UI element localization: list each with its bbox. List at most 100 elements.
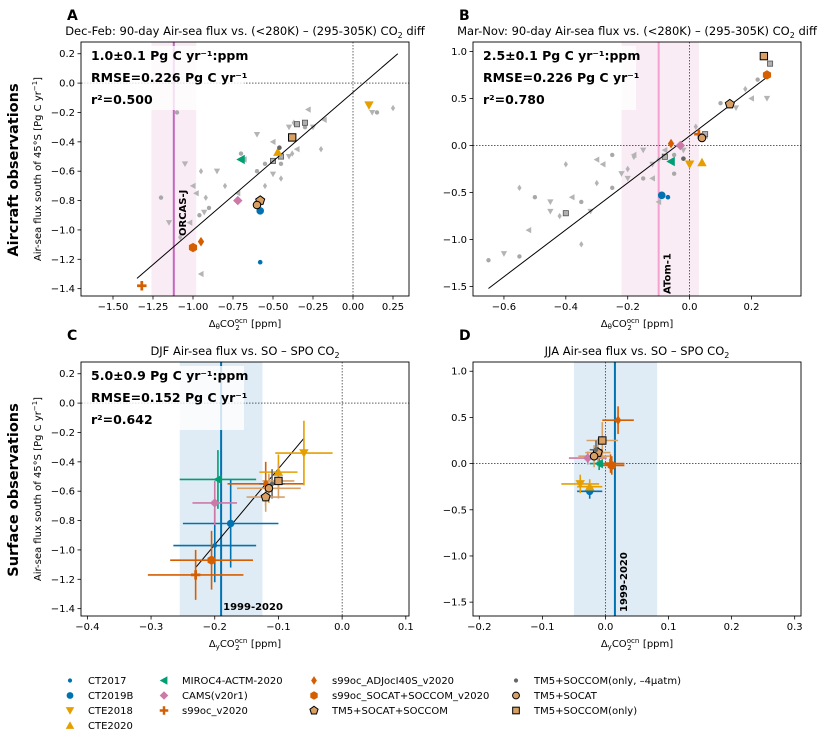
x-tick-label: 0.1 xyxy=(661,622,677,633)
y-tick-label: −0.6 xyxy=(51,487,75,498)
data-point-blue xyxy=(665,194,671,200)
gray-data-point xyxy=(525,226,532,234)
stat-text: RMSE=0.226 Pg C yr⁻¹ xyxy=(483,70,639,85)
data-point-blue xyxy=(226,519,235,528)
legend-label: s99oc_ADJocI40S_v2020 xyxy=(332,676,454,687)
gray-data-point xyxy=(234,190,241,197)
x-axis-label: ΔθCOocn 2 [ppm] xyxy=(601,317,674,332)
gray-data-point xyxy=(262,161,268,167)
legend-item: TM5+SOCAT+SOCCOM xyxy=(309,705,448,717)
data-point-vermillion xyxy=(188,242,198,253)
x-tick-label: −0.6 xyxy=(492,302,516,313)
panel-a: 1.0±0.1 Pg C yr⁻¹:ppm RMSE=0.226 Pg C yr⁻… xyxy=(31,8,426,332)
data-point-orange xyxy=(273,467,284,476)
gray-data-point xyxy=(763,95,771,102)
panel-letter: B xyxy=(459,8,470,24)
legend-label: TM5+SOCAT+SOCCOM xyxy=(331,706,448,717)
data-point-darkgray xyxy=(681,156,686,161)
y-tick-label: −1.0 xyxy=(51,225,75,236)
legend-label: CT2017 xyxy=(88,676,127,687)
legend-item: TM5+SOCAT xyxy=(512,691,598,702)
data-point-tan xyxy=(759,51,769,61)
data-point-tan xyxy=(598,436,607,445)
gray-data-point xyxy=(631,153,637,160)
stat-text: RMSE=0.226 Pg C yr⁻¹ xyxy=(91,70,247,85)
gray-data-point xyxy=(671,152,677,158)
panel-title: DJF Air-sea flux vs. SO – SPO CO2 xyxy=(150,344,339,360)
gray-data-point xyxy=(593,156,600,163)
stats-box xyxy=(84,46,244,110)
x-tick-label: −0.1 xyxy=(266,622,290,633)
gray-data-point xyxy=(285,124,293,131)
y-tick-label: −1.4 xyxy=(51,284,75,295)
y-tick-label: −0.8 xyxy=(51,196,75,207)
x-tick-label: −1.50 xyxy=(98,302,129,313)
obs-label: 1999-2020 xyxy=(223,602,283,613)
legend-marker xyxy=(310,691,318,700)
legend-label: TM5+SOCCOM(only, –4μatm) xyxy=(533,676,681,687)
gray-data-point xyxy=(500,251,508,257)
regression-line xyxy=(136,53,399,279)
gray-data-point xyxy=(649,175,655,182)
legend-label: CTE2018 xyxy=(88,706,133,717)
obs-label: ATom-1 xyxy=(663,253,674,294)
legend-marker xyxy=(65,707,75,715)
y-tick-label: 0.0 xyxy=(59,79,75,90)
gray-data-point xyxy=(517,184,522,192)
gray-data-point xyxy=(532,195,538,200)
data-point-vermillion xyxy=(190,570,201,580)
y-tick-label: 0.2 xyxy=(59,49,75,60)
legend-marker xyxy=(65,721,75,729)
gray-data-point xyxy=(181,161,189,168)
data-point-tan xyxy=(274,476,283,486)
gray-data-point xyxy=(203,194,208,201)
data-point-vermillion xyxy=(694,129,704,139)
gray-data-point xyxy=(624,175,631,182)
data-point-orange xyxy=(584,481,595,491)
legend-label: CAMS(v20r1) xyxy=(182,691,248,702)
data-point-green xyxy=(594,458,603,469)
y-axis-label: Air-sea flux south of 45°S [Pg C yr−1] xyxy=(31,77,44,261)
x-tick-label: 0.2 xyxy=(744,302,760,313)
row-label-aircraft: Aircraft observations xyxy=(6,83,22,256)
x-tick-label: −0.2 xyxy=(616,302,640,313)
regression-line xyxy=(488,74,771,289)
gray-data-point xyxy=(748,95,755,102)
gray-data-point xyxy=(671,171,677,176)
gray-data-point xyxy=(732,105,740,112)
gray-data-point xyxy=(189,182,196,190)
data-point-tan xyxy=(288,133,297,142)
panel-letter: A xyxy=(67,8,78,24)
gray-data-point xyxy=(174,110,180,115)
gray-data-point xyxy=(158,195,164,200)
data-point-tan xyxy=(260,491,271,502)
legend-marker xyxy=(159,691,169,700)
gray-data-point xyxy=(374,110,380,115)
legend-item: TM5+SOCCOM(only, –4μatm) xyxy=(513,676,681,687)
gray-data-point xyxy=(517,254,522,259)
x-tick-label: −0.2 xyxy=(203,622,227,633)
stat-text: RMSE=0.152 Pg C yr⁻¹ xyxy=(91,390,247,405)
y-tick-label: 1.0 xyxy=(451,367,467,378)
gray-data-point xyxy=(557,212,562,220)
data-point-pink xyxy=(233,195,243,206)
plot-area xyxy=(473,42,801,296)
gray-data-point xyxy=(579,241,584,248)
data-point-pink xyxy=(210,498,220,508)
gray-data-point xyxy=(254,169,260,174)
data-point-green xyxy=(213,474,222,485)
gray-data-point xyxy=(293,146,300,153)
legend-item: s99oc_ADJocI40S_v2020 xyxy=(311,676,454,687)
gray-data-point xyxy=(186,219,193,226)
gray-data-point xyxy=(655,198,662,206)
y-tick-label: −0.5 xyxy=(443,188,467,199)
plot-area xyxy=(473,362,801,616)
x-tick-label: −0.50 xyxy=(258,302,289,313)
y-tick-label: −1.0 xyxy=(443,235,467,246)
panel-b: 2.5±0.1 Pg C yr⁻¹:ppm RMSE=0.226 Pg C yr⁻… xyxy=(443,8,818,332)
data-point-tan xyxy=(589,451,599,461)
legend-item: CT2019B xyxy=(66,691,134,702)
data-point-darkgray xyxy=(277,145,282,151)
gray-data-point xyxy=(178,234,183,241)
y-tick-label: −0.4 xyxy=(51,137,75,148)
